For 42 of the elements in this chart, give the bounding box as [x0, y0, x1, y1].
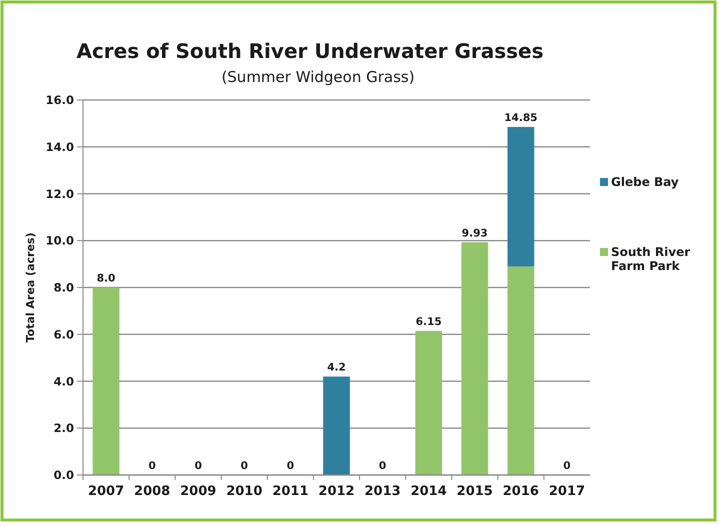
y-tick-label: 16.0	[46, 93, 74, 108]
total-label: 9.93	[462, 227, 488, 240]
bar	[507, 126, 534, 266]
x-tick-label: 2008	[134, 484, 170, 499]
x-tick-label: 2012	[318, 484, 355, 499]
bar	[461, 242, 488, 475]
total-label: 0	[148, 460, 156, 472]
legend-label: Glebe Bay	[611, 175, 679, 190]
y-tick-label: 8.0	[54, 280, 74, 295]
x-tick-label: 2007	[88, 484, 124, 499]
y-axis-title: Total Area (acres)	[24, 232, 37, 342]
x-tick-label: 2017	[548, 484, 586, 499]
total-label: 0	[378, 460, 386, 472]
y-tick-label: 0.0	[54, 468, 74, 482]
total-label: 4.2	[327, 362, 346, 374]
total-label: 14.85	[504, 112, 538, 124]
legend-label: South River Farm Park	[611, 245, 690, 273]
y-tick-label: 2.0	[54, 421, 74, 436]
y-tick-label: 6.0	[54, 327, 74, 342]
bar	[92, 288, 120, 475]
bar	[323, 376, 350, 475]
bar	[507, 266, 534, 475]
bar	[415, 330, 442, 475]
total-label: 0	[563, 460, 571, 472]
y-tick-label: 14.0	[46, 140, 74, 154]
total-label: 0	[286, 460, 294, 472]
x-tick-label: 2010	[226, 484, 262, 499]
chart-title: Acres of South River Underwater Grasses	[76, 39, 544, 63]
total-label: 6.15	[416, 316, 442, 328]
x-tick-label: 2009	[180, 484, 216, 499]
y-tick-label: 4.0	[54, 374, 74, 388]
chart-subtitle: (Summer Widgeon Grass)	[221, 68, 415, 86]
total-label: 8.0	[96, 272, 116, 284]
x-tick-label: 2014	[410, 484, 447, 499]
x-tick-label: 2016	[502, 484, 539, 499]
total-label: 0	[240, 460, 248, 472]
total-label: 0	[194, 460, 202, 472]
x-tick-label: 2013	[364, 484, 401, 499]
x-tick-label: 2011	[272, 484, 309, 499]
y-tick-label: 12.0	[46, 186, 74, 201]
y-tick-label: 10.0	[46, 234, 74, 248]
x-tick-label: 2015	[456, 484, 493, 499]
